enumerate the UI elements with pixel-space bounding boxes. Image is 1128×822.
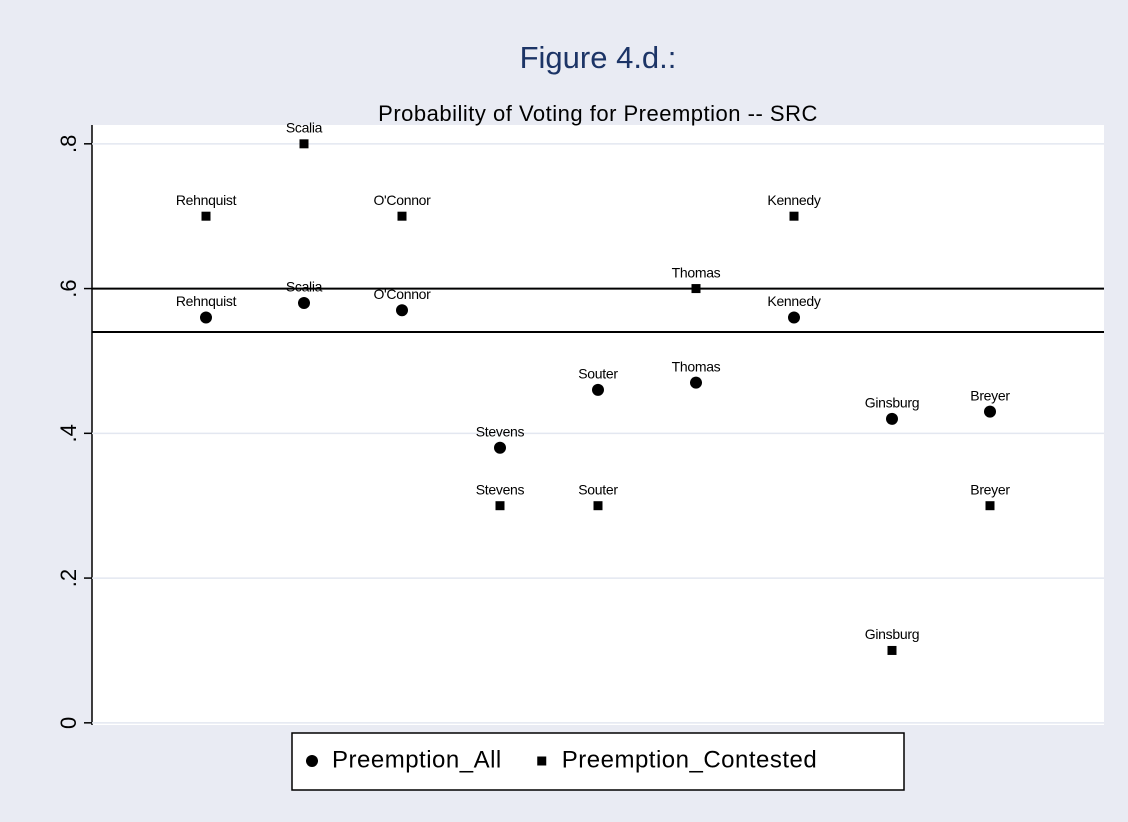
marker (299, 139, 309, 149)
marker-label: Scalia (286, 120, 323, 136)
marker-label: Rehnquist (176, 192, 237, 208)
marker-label: Scalia (286, 279, 323, 295)
marker-label: O'Connor (373, 192, 431, 208)
legend-label: Preemption_All (332, 746, 502, 773)
y-tick-label: .8 (56, 135, 81, 153)
legend-label: Preemption_Contested (562, 746, 817, 773)
y-tick-label: .2 (56, 569, 81, 587)
marker (691, 284, 701, 294)
marker (984, 405, 996, 418)
marker (397, 211, 407, 221)
y-tick-label: 0 (56, 717, 81, 729)
marker-label: Breyer (970, 481, 1010, 497)
marker-label: Ginsburg (865, 395, 919, 411)
marker-label: Stevens (476, 424, 525, 440)
chart-title: Figure 4.d.: (520, 40, 677, 75)
marker-label: Thomas (672, 264, 721, 280)
marker-label: Kennedy (767, 293, 820, 309)
marker (593, 501, 603, 511)
marker (592, 383, 604, 396)
marker (396, 304, 408, 317)
marker (306, 755, 318, 767)
marker-label: Souter (578, 366, 618, 382)
y-tick-label: .4 (56, 424, 81, 442)
legend (291, 732, 905, 791)
marker-label: Kennedy (767, 192, 820, 208)
marker (886, 412, 898, 425)
y-tick-label: .6 (56, 279, 81, 297)
marker (887, 645, 897, 655)
marker-label: Souter (578, 481, 618, 497)
marker (789, 211, 799, 221)
marker-label: Ginsburg (865, 626, 919, 642)
marker-label: Rehnquist (176, 293, 237, 309)
marker-label: Stevens (476, 481, 525, 497)
plot-area (92, 125, 1104, 725)
marker (495, 501, 505, 511)
marker (788, 311, 800, 324)
marker (494, 441, 506, 454)
marker-label: O'Connor (373, 286, 431, 302)
marker (200, 311, 212, 324)
chart-subtitle: Probability of Voting for Preemption -- … (378, 101, 818, 126)
marker (298, 297, 310, 310)
marker-label: Thomas (672, 358, 721, 374)
marker (690, 376, 702, 389)
marker (201, 211, 211, 221)
marker (985, 501, 995, 511)
marker (537, 756, 547, 766)
marker-label: Breyer (970, 387, 1010, 403)
